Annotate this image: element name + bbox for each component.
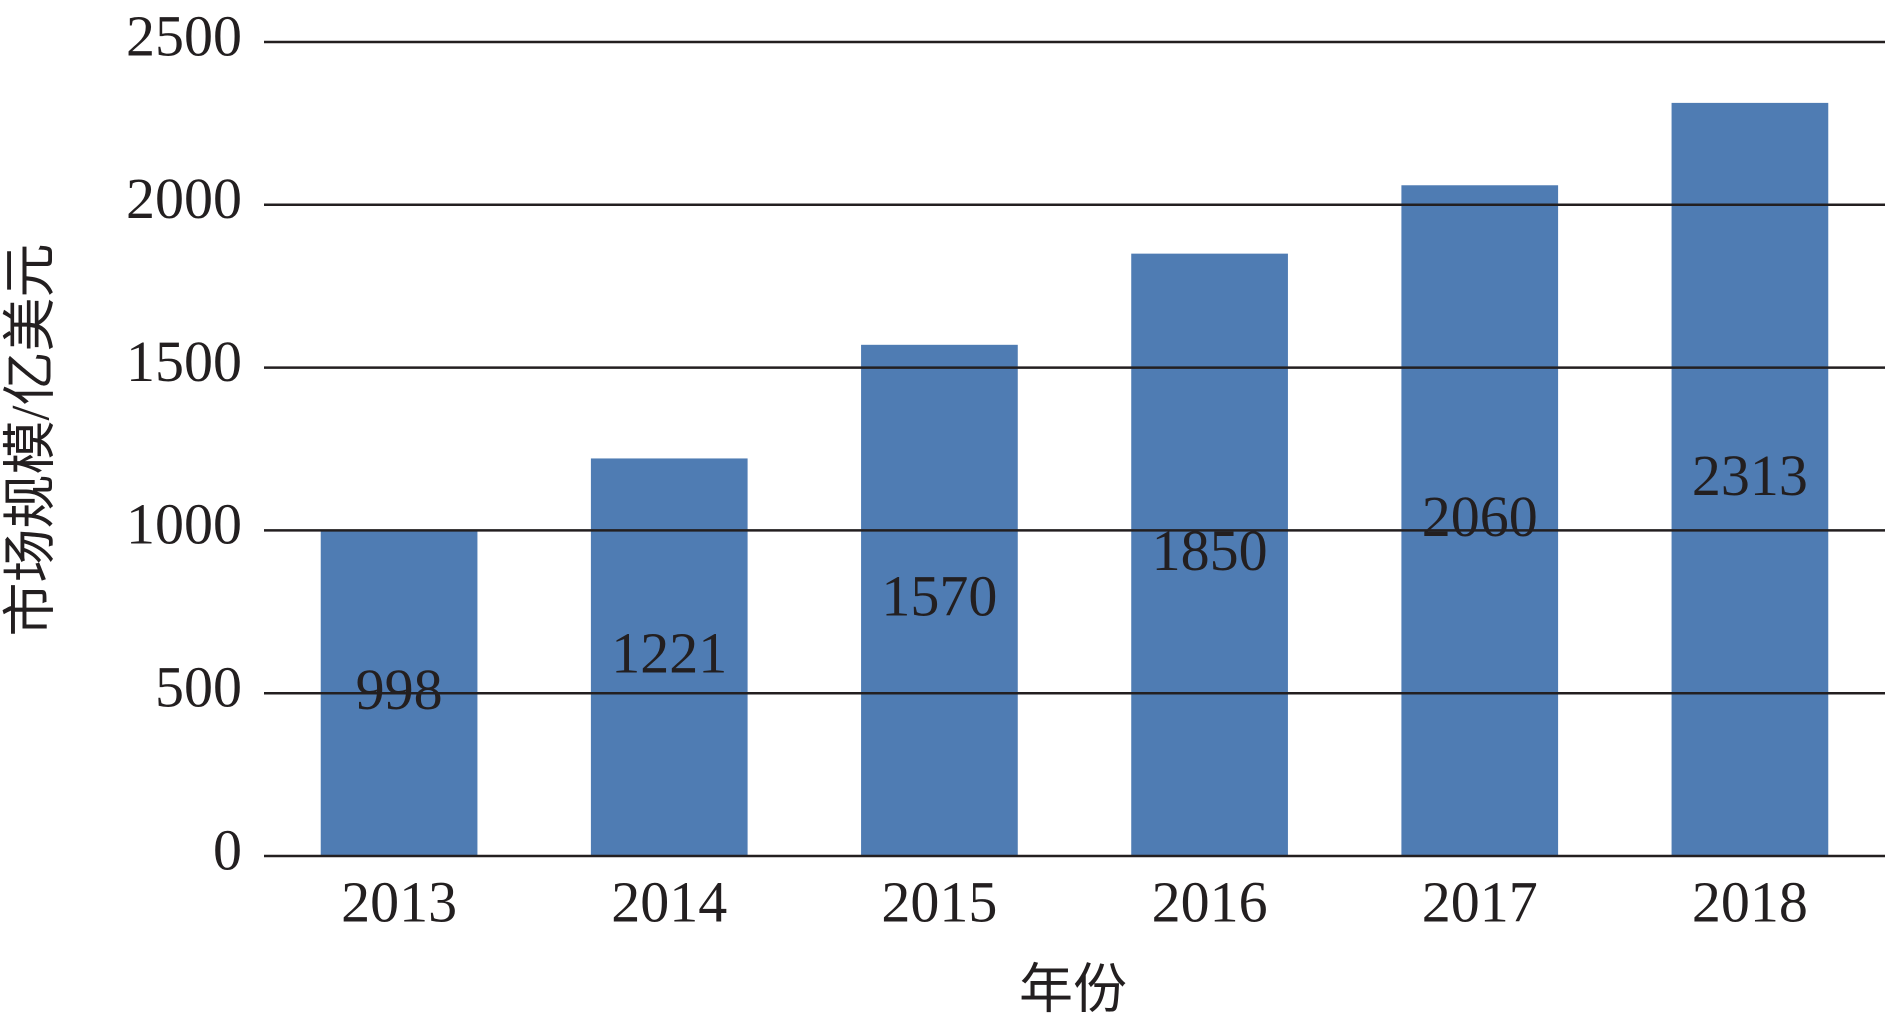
x-tick-label: 2018 [1692, 869, 1808, 934]
data-label: 2313 [1692, 443, 1808, 508]
bar [1131, 253, 1288, 856]
y-tick-label: 2500 [126, 3, 242, 68]
x-axis-title: 年份 [1019, 959, 1127, 1019]
x-tick-label: 2014 [611, 869, 727, 934]
y-tick-label: 1000 [126, 492, 242, 557]
y-axis-title: 市场规模/亿美元 [0, 243, 60, 636]
x-tick-label: 2013 [341, 869, 457, 934]
x-tick-label: 2015 [881, 869, 997, 934]
data-label: 1570 [881, 564, 997, 629]
bar [861, 344, 1018, 856]
data-label: 1850 [1152, 518, 1268, 583]
y-tick-label: 0 [213, 817, 242, 882]
x-tick-label: 2016 [1152, 869, 1268, 934]
bar [1671, 102, 1829, 856]
data-label: 1221 [611, 621, 727, 686]
y-tick-label: 500 [155, 655, 242, 720]
data-label: 2060 [1422, 484, 1538, 549]
bar [590, 458, 748, 856]
y-tick-label: 1500 [126, 329, 242, 394]
bar [1401, 185, 1559, 856]
x-tick-label: 2017 [1422, 869, 1538, 934]
y-tick-label: 2000 [126, 166, 242, 231]
data-label: 998 [356, 657, 443, 722]
